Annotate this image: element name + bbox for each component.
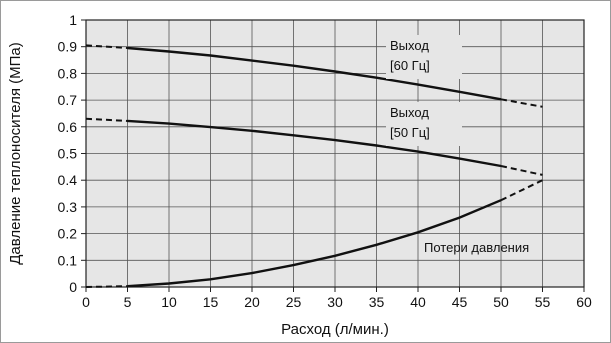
y-tick-label: 0.6 xyxy=(58,119,78,135)
y-tick-label: 0.9 xyxy=(58,39,78,55)
series-loss-label: Потери давления xyxy=(424,240,529,255)
series-out60-label-bg xyxy=(386,35,462,79)
x-tick-label: 40 xyxy=(410,294,426,310)
series-out60-line xyxy=(127,46,502,101)
y-tick-label: 0.4 xyxy=(58,172,78,188)
series-out50: Выход [50 Гц] xyxy=(85,102,543,176)
x-tick-label: 20 xyxy=(244,294,260,310)
series-out50-label-bg xyxy=(386,102,462,146)
series-loss-dashed-end xyxy=(500,179,543,202)
series-out60-label: [60 Гц] xyxy=(390,58,430,73)
x-tick-label: 25 xyxy=(286,294,302,310)
x-tick-label: 30 xyxy=(327,294,343,310)
series-out50-label: Выход xyxy=(390,105,429,120)
x-tick-label: 15 xyxy=(203,294,219,310)
y-tick-label: 0.5 xyxy=(58,146,78,162)
y-tick-label: 0.1 xyxy=(58,252,78,268)
y-tick-label: 1 xyxy=(69,12,77,28)
series-out60: Выход [60 Гц] xyxy=(85,35,543,108)
x-tick-label: 50 xyxy=(493,294,509,310)
y-tick-label: 0.8 xyxy=(58,65,78,81)
series-out50-line xyxy=(127,119,502,168)
series-out60-dashed-end xyxy=(500,98,543,108)
x-tick-label: 45 xyxy=(452,294,468,310)
series-out50-dashed-end xyxy=(500,165,543,176)
series-loss: Потери давления xyxy=(85,179,543,288)
series-out60-label: Выход xyxy=(390,38,429,53)
series-out60-dashed-start xyxy=(85,44,128,49)
x-tick-label: 5 xyxy=(124,294,132,310)
x-tick-label: 0 xyxy=(82,294,90,310)
series-out50-label: [50 Гц] xyxy=(390,125,430,140)
series-out50-dashed-start xyxy=(85,117,128,122)
x-tick-label: 35 xyxy=(369,294,385,310)
series-loss-dashed-start xyxy=(85,285,128,288)
y-axis-title: Давление теплоносителя (МПа) xyxy=(7,42,24,265)
x-tick-label: 10 xyxy=(161,294,177,310)
x-axis-title: Расход (л/мин.) xyxy=(281,321,389,338)
y-tick-label: 0.3 xyxy=(58,199,78,215)
x-tick-label: 55 xyxy=(535,294,551,310)
y-tick-label: 0.7 xyxy=(58,92,78,108)
y-tick-label: 0 xyxy=(69,279,77,295)
series-loss-line xyxy=(127,199,502,288)
x-tick-label: 60 xyxy=(576,294,592,310)
y-tick-label: 0.2 xyxy=(58,226,78,242)
